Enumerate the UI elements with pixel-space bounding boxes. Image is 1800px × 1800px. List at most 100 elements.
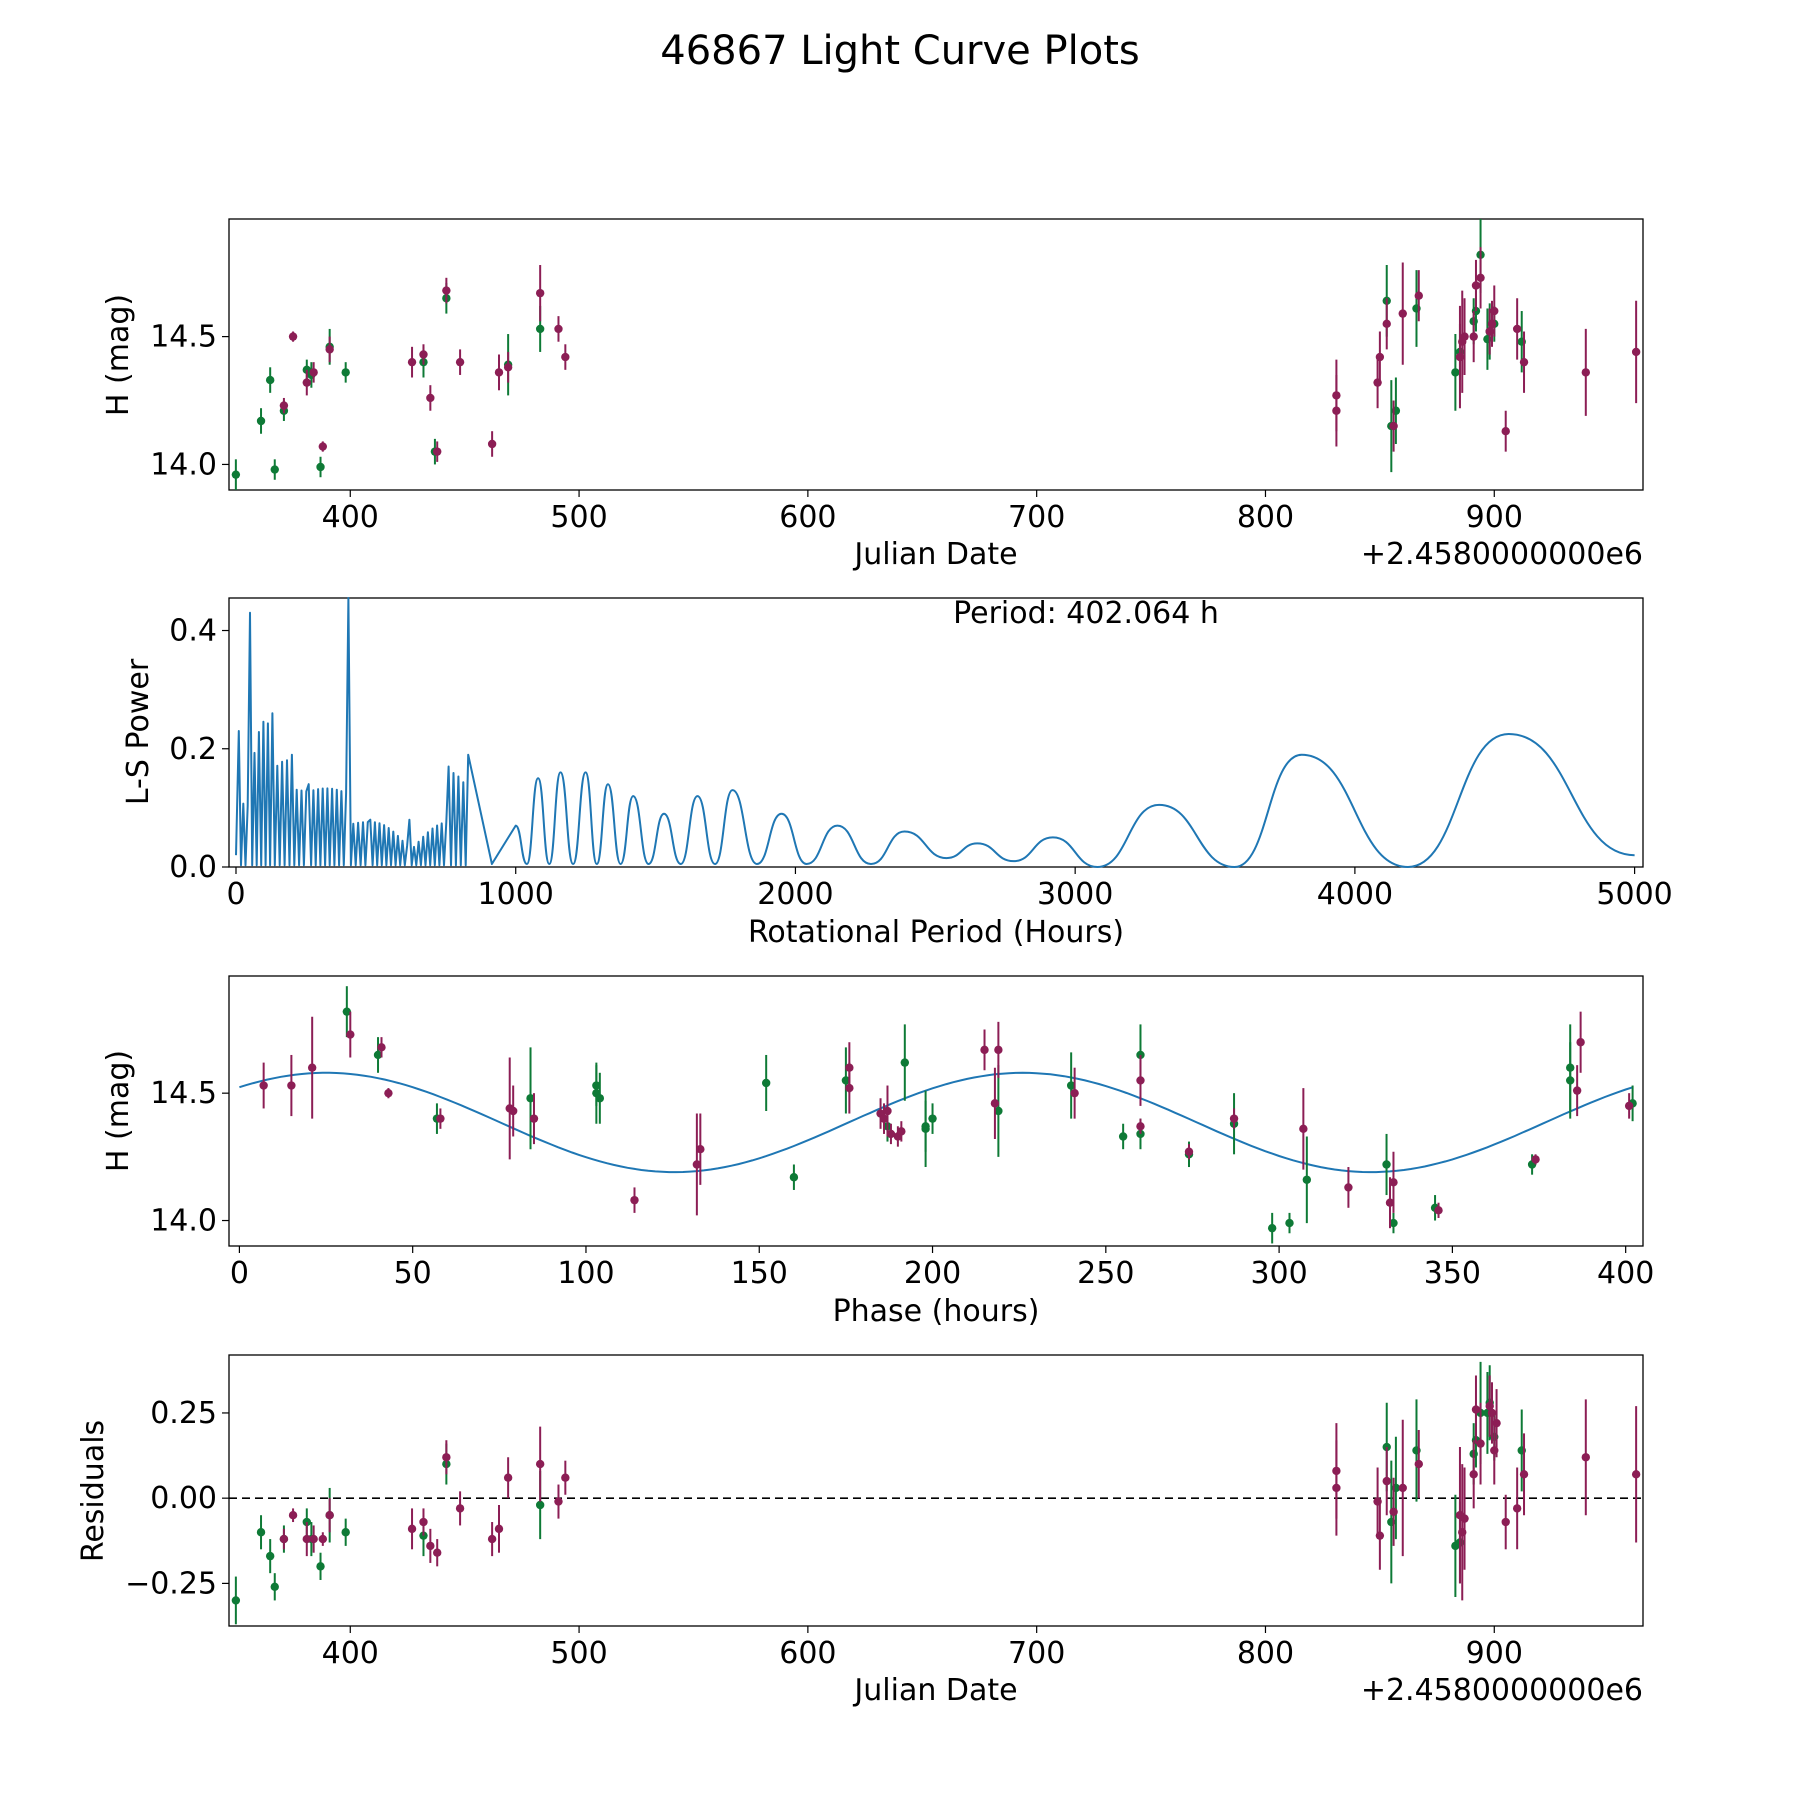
phase-magenta-point — [287, 1081, 296, 1090]
periodogram-y-label: L-S Power — [121, 658, 156, 805]
residuals-magenta-point — [1389, 1507, 1398, 1517]
phase-magenta-point — [1385, 1198, 1395, 1207]
phase-green-point — [1389, 1218, 1398, 1228]
phase-green-point — [592, 1081, 601, 1090]
phase-magenta-point — [994, 1045, 1003, 1055]
lightcurve-magenta-point — [407, 357, 417, 367]
lightcurve-x-tick-label: 600 — [779, 500, 836, 535]
phase-magenta-point — [1576, 1038, 1585, 1047]
phase-y-tick-label: 14.5 — [150, 1076, 217, 1111]
lightcurve-magenta-point — [433, 447, 442, 456]
lightcurve-magenta-point — [1469, 332, 1478, 341]
phase-magenta-point — [883, 1106, 892, 1116]
residuals-green-point — [419, 1531, 428, 1540]
phase-x-label: Phase (hours) — [833, 1294, 1040, 1329]
residuals-magenta-point — [1512, 1504, 1522, 1513]
phase-magenta-point — [696, 1145, 705, 1154]
lightcurve-magenta-point — [1476, 273, 1485, 283]
residuals-green-point — [265, 1551, 275, 1561]
residuals-magenta-point — [503, 1473, 513, 1482]
lightcurve-magenta-point — [325, 345, 334, 354]
lightcurve-x-tick-label: 900 — [1466, 500, 1523, 535]
lightcurve-magenta-point — [419, 350, 428, 359]
lightcurve-magenta-point — [318, 442, 328, 451]
residuals-magenta-point — [325, 1511, 334, 1520]
residuals-magenta-point — [279, 1534, 289, 1544]
phase-magenta-point — [508, 1106, 518, 1116]
residuals-magenta-point — [288, 1511, 298, 1520]
phase-green-point — [373, 1050, 383, 1060]
phase-model-curve — [239, 1071, 1633, 1174]
residuals-x-label: Julian Date — [852, 1673, 1017, 1708]
phase-y-ticks: 14.0 14.5 — [150, 1076, 229, 1239]
phase-panel: 0 50 100 150 200 250 300 350 400 14.0 14.5 Phase … — [101, 975, 1654, 1329]
lightcurve-magenta-point — [1471, 281, 1481, 290]
residuals-green-point — [231, 1596, 241, 1605]
residuals-magenta-point — [561, 1473, 570, 1482]
residuals-y-ticks: 0.25 0.00 −0.25 — [125, 1396, 229, 1601]
lightcurve-frame — [228, 218, 1644, 491]
periodogram-line — [235, 597, 1635, 868]
phase-x-tick-label: 400 — [1597, 1256, 1654, 1291]
phase-green-point — [761, 1078, 771, 1088]
periodogram-x-tick-label: 4000 — [1317, 877, 1393, 912]
residuals-y-tick-label: 0.00 — [150, 1481, 217, 1516]
residuals-magenta-point — [318, 1534, 328, 1544]
phase-x-ticks: 0 50 100 150 200 250 300 350 400 — [230, 1246, 1654, 1291]
lightcurve-y-ticks: 14.0 14.5 — [150, 320, 229, 482]
phase-green-point — [1118, 1132, 1128, 1141]
residuals-magenta-point — [419, 1517, 428, 1527]
lightcurve-magenta-point — [1375, 352, 1385, 362]
phase-magenta-point — [384, 1088, 393, 1098]
phase-green-point — [526, 1094, 535, 1103]
residuals-magenta-point — [302, 1534, 311, 1544]
phase-magenta-point — [1136, 1122, 1145, 1131]
residuals-magenta-point — [309, 1534, 318, 1544]
residuals-x-tick-label: 800 — [1237, 1636, 1294, 1671]
phase-magenta-point — [1136, 1076, 1145, 1085]
phase-green-point — [928, 1114, 937, 1123]
phase-green-point — [595, 1094, 605, 1103]
lightcurve-magenta-point — [455, 357, 465, 367]
residuals-magenta-point — [1469, 1470, 1478, 1479]
period-annotation: Period: 402.064 h — [953, 596, 1219, 631]
residuals-magenta-point — [1375, 1531, 1385, 1540]
residuals-magenta-point — [1471, 1405, 1481, 1414]
lightcurve-magenta-point — [1519, 357, 1529, 367]
lightcurve-green-point — [316, 462, 325, 472]
residuals-magenta-point — [1492, 1418, 1501, 1428]
phase-green-point — [1566, 1076, 1575, 1085]
residuals-magenta-point — [1631, 1470, 1641, 1479]
lightcurve-x-tick-label: 500 — [550, 500, 607, 535]
phase-green-point — [1267, 1223, 1277, 1233]
phase-x-tick-label: 250 — [1077, 1256, 1134, 1291]
phase-green-point — [994, 1106, 1003, 1116]
lightcurve-magenta-point — [442, 286, 451, 295]
residuals-y-label: Residuals — [76, 1420, 111, 1562]
periodogram-x-tick-label: 2000 — [757, 877, 833, 912]
periodogram-x-tick-label: 0 — [226, 877, 245, 912]
periodogram-y-ticks: 0.0 0.2 0.4 — [169, 614, 229, 885]
residuals-frame — [228, 1354, 1644, 1627]
lightcurve-magenta-point — [535, 288, 545, 298]
lightcurve-y-label: H (mag) — [101, 294, 136, 416]
residuals-magenta-point — [442, 1453, 451, 1462]
residuals-magenta-point — [1398, 1483, 1407, 1493]
phase-magenta-point — [630, 1195, 639, 1205]
phase-green-point — [342, 1007, 352, 1016]
lightcurve-magenta-point — [1490, 306, 1499, 316]
lightcurve-magenta-point — [1501, 426, 1510, 436]
phase-magenta-point — [1299, 1124, 1308, 1134]
phase-green-point — [841, 1076, 851, 1085]
lightcurve-panel: 400 500 600 700 800 900 14.014.5 Julian Date … — [101, 218, 1644, 572]
phase-magenta-point — [1389, 1178, 1398, 1187]
periodogram-x-ticks: 0 1000 2000 3000 4000 5000 — [226, 867, 1673, 912]
phase-magenta-point — [990, 1099, 1000, 1108]
residuals-x-tick-label: 500 — [550, 1636, 607, 1671]
lightcurve-green-point — [265, 375, 275, 385]
phase-magenta-point — [879, 1114, 889, 1123]
residuals-y-tick-label: 0.25 — [150, 1396, 217, 1431]
periodogram-x-tick-label: 3000 — [1037, 877, 1113, 912]
residuals-x-tick-label: 400 — [322, 1636, 379, 1671]
